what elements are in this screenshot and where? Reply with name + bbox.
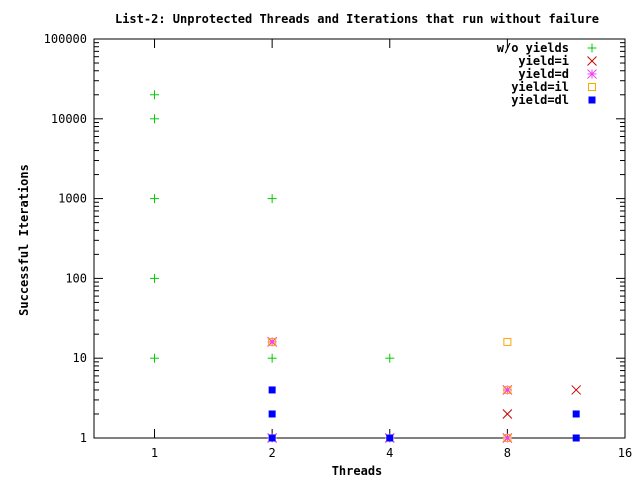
- point-w-o-yields: [385, 353, 395, 363]
- legend-marker: [588, 96, 596, 104]
- legend-marker: [587, 56, 597, 66]
- legend-label: yield=il: [511, 80, 569, 94]
- point-yield-il: [268, 337, 277, 346]
- chart-title: List-2: Unprotected Threads and Iteratio…: [115, 12, 599, 26]
- point-w-o-yields: [150, 90, 160, 100]
- point-w-o-yields: [150, 194, 160, 204]
- point-w-o-yields: [150, 353, 160, 363]
- y-axis-label: Successful Iterations: [17, 164, 31, 316]
- legend-label: yield=i: [518, 54, 569, 68]
- point-yield-i: [571, 385, 582, 395]
- x-tick-label: 2: [269, 446, 276, 460]
- y-tick-label: 100000: [44, 32, 87, 46]
- point-yield-dl: [572, 410, 580, 418]
- point-yield-il: [503, 337, 512, 346]
- point-yield-dl: [572, 434, 580, 442]
- point-yield-dl: [268, 410, 276, 418]
- point-yield-dl: [268, 434, 276, 442]
- x-tick-label: 8: [504, 446, 511, 460]
- plot-frame: [93, 38, 626, 439]
- y-tick-label: 10000: [51, 112, 87, 126]
- x-tick-label: 4: [386, 446, 393, 460]
- point-w-o-yields: [267, 194, 277, 204]
- data-points: [150, 90, 582, 443]
- legend-marker: [587, 43, 597, 53]
- y-tick-label: 10: [73, 351, 87, 365]
- legend-label: w/o yields: [497, 41, 569, 55]
- legend-label: yield=dl: [511, 93, 569, 107]
- y-axis-ticks: 1 10 100 1000 10000 100000: [44, 32, 625, 445]
- y-tick-label: 1: [80, 431, 87, 445]
- x-tick-label: 16: [618, 446, 632, 460]
- legend-label: yield=d: [518, 67, 569, 81]
- point-w-o-yields: [150, 114, 160, 124]
- y-tick-label: 100: [65, 271, 87, 285]
- point-yield-il: [503, 434, 512, 442]
- y-tick-label: 1000: [58, 192, 87, 206]
- x-axis-label: Threads: [332, 464, 383, 478]
- point-w-o-yields: [267, 353, 277, 363]
- legend-marker: [587, 69, 597, 79]
- legend-marker: [588, 83, 596, 91]
- point-yield-dl: [268, 386, 276, 394]
- point-yield-il: [503, 385, 512, 394]
- point-yield-i: [502, 409, 513, 419]
- point-w-o-yields: [150, 273, 160, 283]
- point-yield-dl: [386, 434, 394, 442]
- x-tick-label: 1: [151, 446, 158, 460]
